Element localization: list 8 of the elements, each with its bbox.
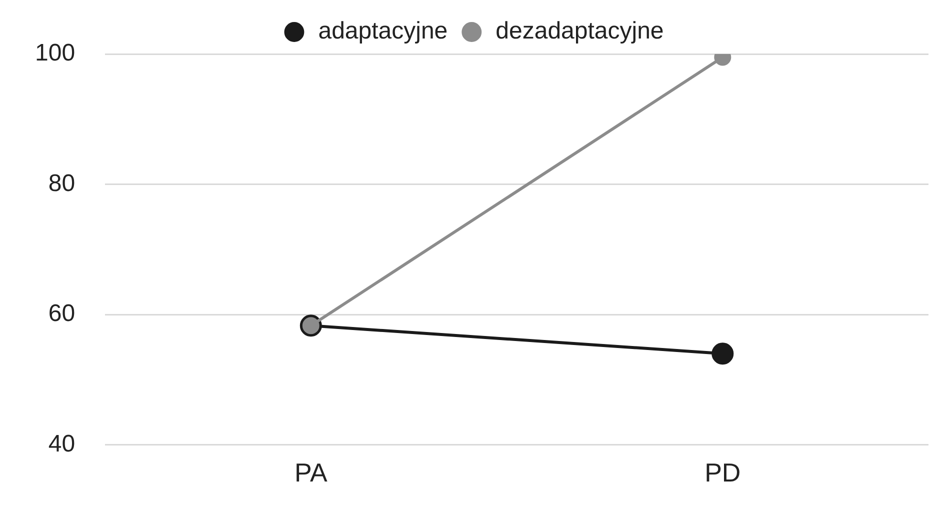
y-tick-label: 60 bbox=[48, 300, 76, 328]
x-tick-label: PD bbox=[704, 458, 741, 488]
legend-label: adaptacyjne bbox=[318, 18, 448, 45]
y-tick-label: 100 bbox=[34, 40, 76, 67]
x-tick-label: PA bbox=[294, 458, 328, 488]
y-tick-label: 80 bbox=[48, 170, 76, 197]
legend-label: dezadaptacyjne bbox=[496, 18, 664, 45]
y-tick-label: 40 bbox=[48, 430, 76, 458]
